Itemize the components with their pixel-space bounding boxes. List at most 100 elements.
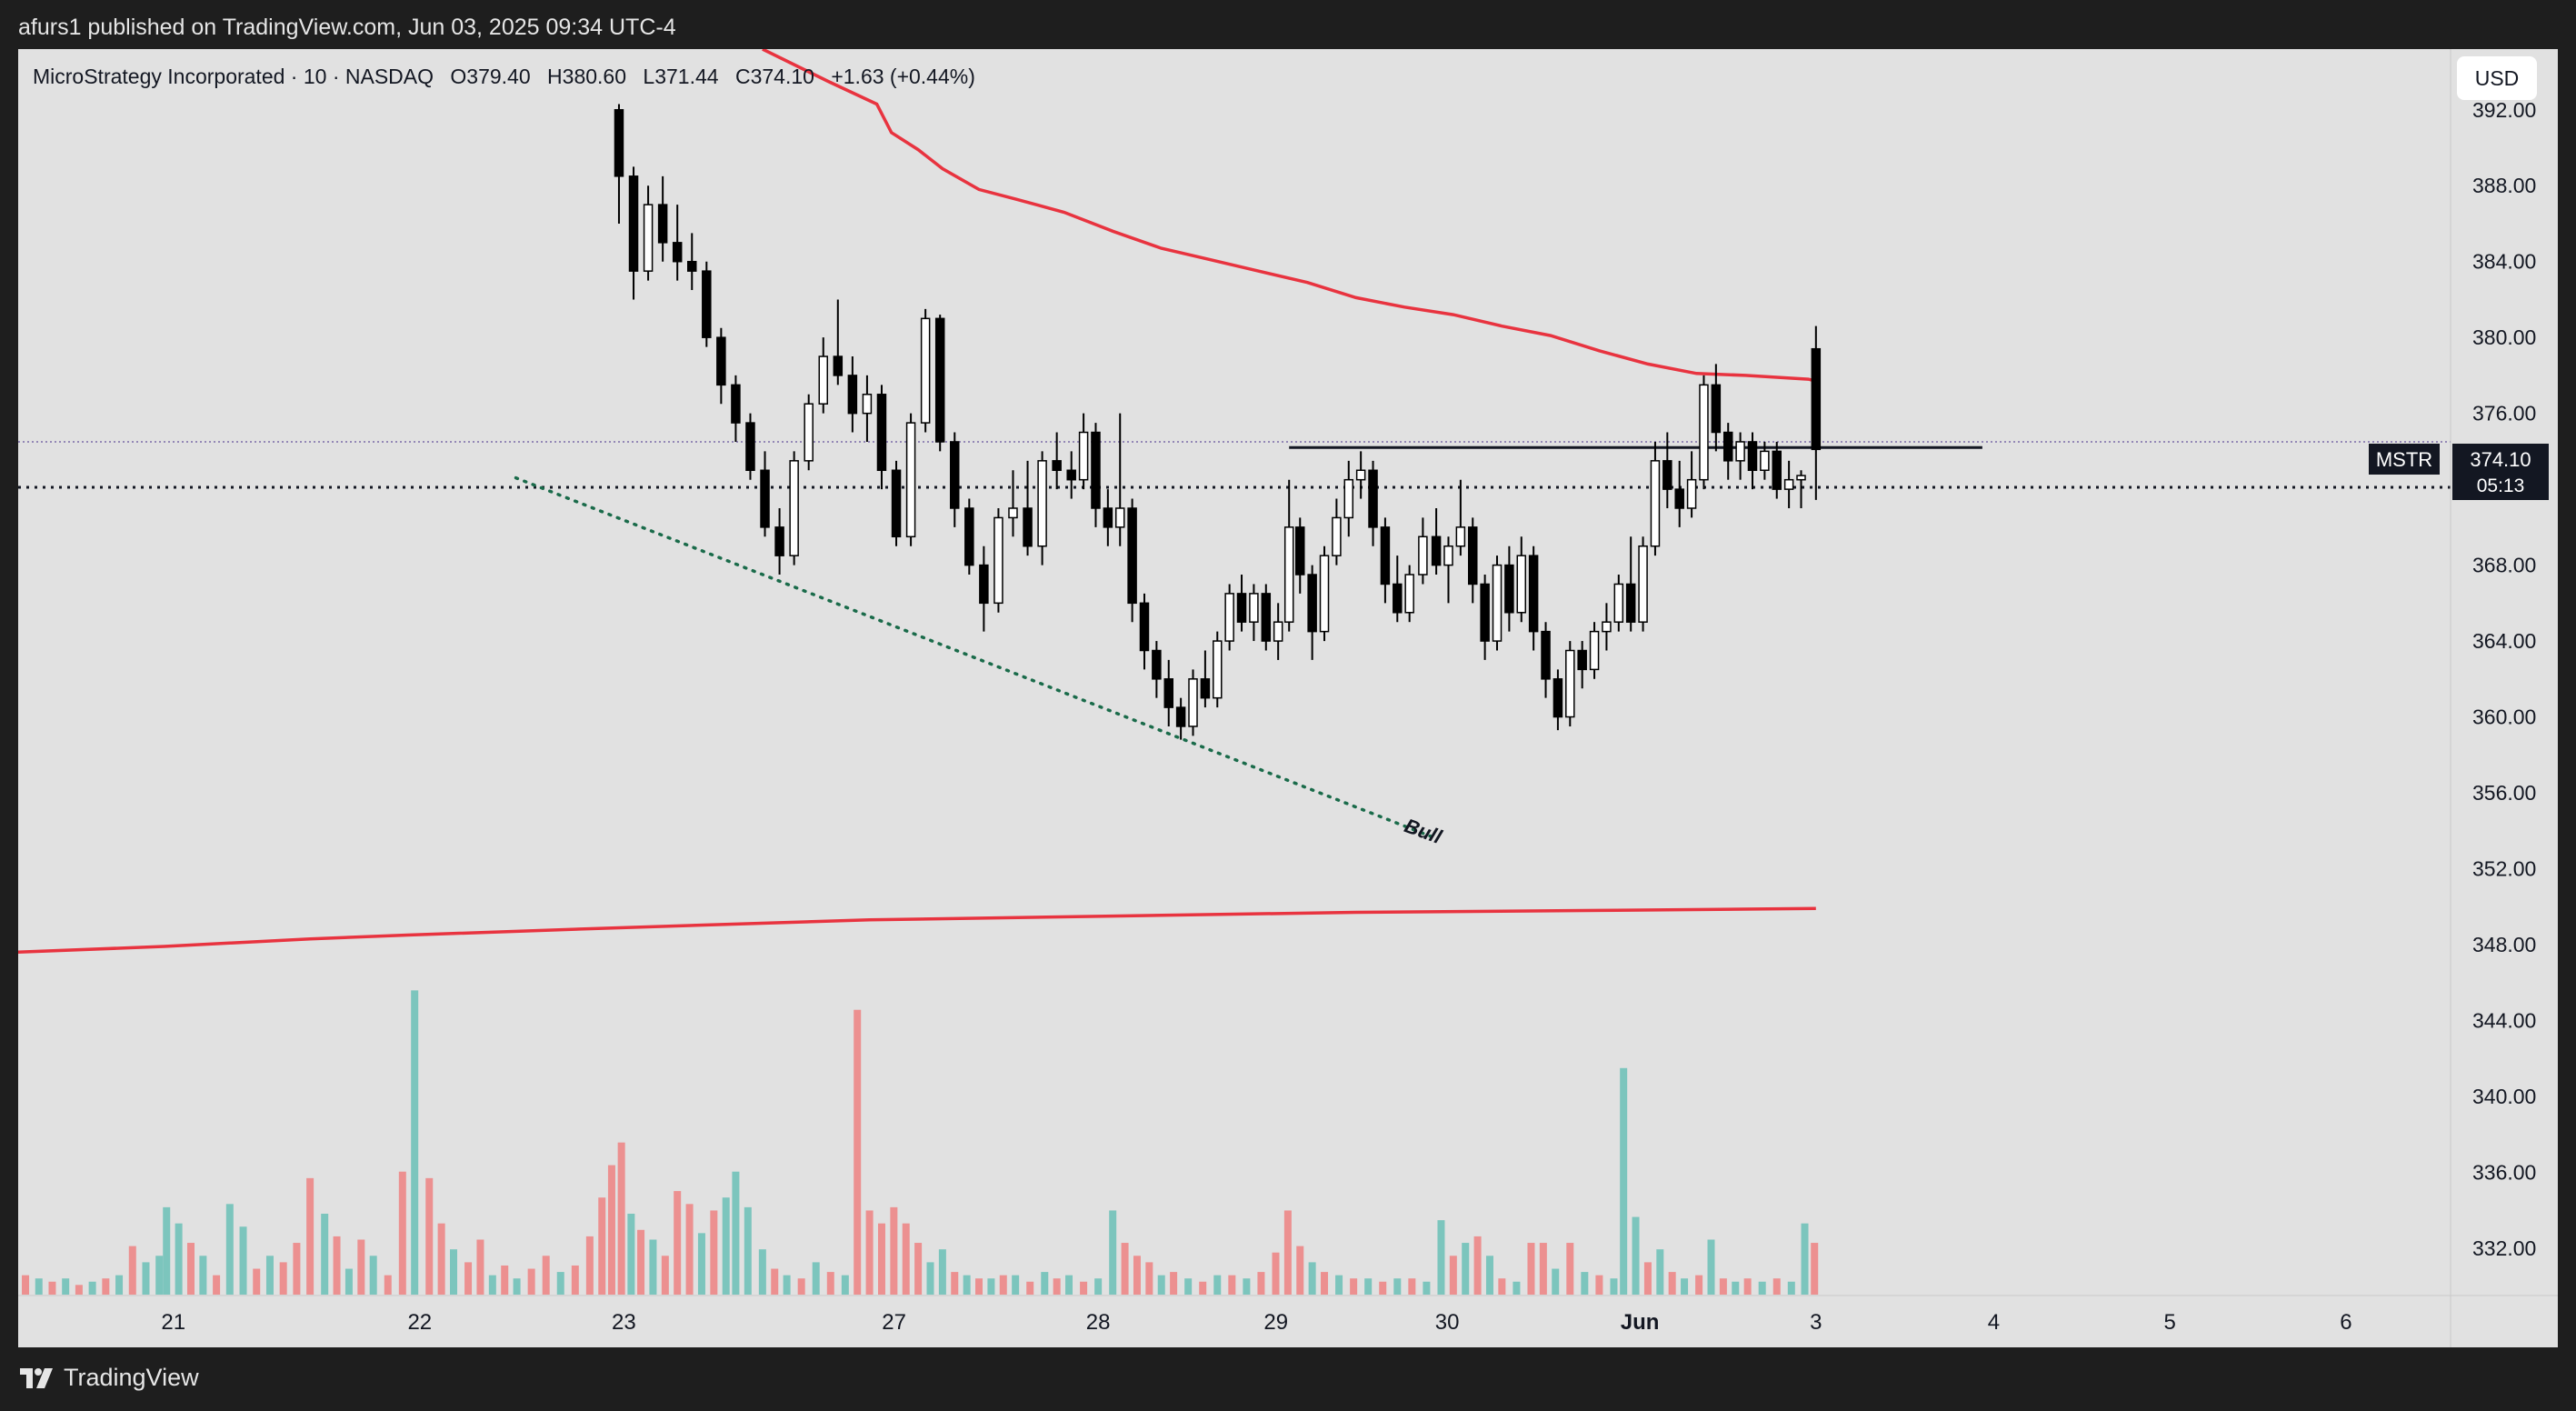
volume-series xyxy=(22,990,1819,1295)
candle-body xyxy=(1114,507,1125,528)
candle-body xyxy=(818,355,829,405)
volume-bar xyxy=(1527,1243,1535,1295)
candle-body xyxy=(1811,347,1822,451)
volume-bar xyxy=(1199,1281,1207,1295)
tradingview-logo-icon xyxy=(20,1367,53,1388)
candle-body xyxy=(1455,526,1466,547)
volume-bar xyxy=(1643,1262,1652,1295)
volume-bar xyxy=(1668,1272,1676,1295)
candle-body xyxy=(1037,460,1047,547)
time-tick-label: 22 xyxy=(407,1310,432,1335)
volume-bar xyxy=(1184,1278,1193,1295)
volume-bar xyxy=(685,1204,694,1295)
volume-bar xyxy=(333,1236,341,1295)
volume-bar xyxy=(1379,1281,1387,1295)
candle-body xyxy=(876,394,887,472)
volume-bar xyxy=(1228,1275,1236,1295)
volume-bar xyxy=(841,1275,849,1295)
volume-bar xyxy=(1145,1262,1153,1295)
volume-bar xyxy=(1133,1256,1141,1295)
volume-bar xyxy=(1473,1236,1482,1295)
close-label: C xyxy=(734,65,751,88)
volume-bar xyxy=(1335,1275,1343,1295)
price-axis: 392.00 388.00 384.00 380.00 376.00 368.00 364.… xyxy=(18,49,2558,1347)
candle-body xyxy=(657,204,668,244)
volume-bar xyxy=(213,1275,221,1295)
symbol-tag-label: MSTR xyxy=(2376,448,2432,471)
chart-area[interactable]: Bull 392.00 388.00 384.00 380.00 376.00 368.0… xyxy=(18,49,2558,1347)
volume-bar xyxy=(865,1210,874,1295)
candle-body xyxy=(1418,535,1428,575)
tradingview-logo-text: TradingView xyxy=(64,1364,199,1391)
candle-body xyxy=(1224,593,1234,642)
candle-body xyxy=(1139,602,1150,652)
candle-body xyxy=(1722,431,1733,462)
volume-bar xyxy=(854,1009,862,1295)
candle-body xyxy=(1735,441,1745,462)
volume-bar xyxy=(527,1268,535,1295)
volume-bar xyxy=(62,1278,70,1295)
candle-body xyxy=(1492,564,1503,642)
volume-bar xyxy=(48,1281,56,1295)
candle-body xyxy=(1078,431,1089,481)
candle-body xyxy=(672,242,683,263)
price-tick-label: 348.00 xyxy=(2472,933,2536,956)
tradingview-logo[interactable]: TradingView xyxy=(18,1364,199,1392)
volume-bar xyxy=(999,1275,1007,1295)
candle-body xyxy=(1261,593,1272,642)
footer-bar xyxy=(0,1347,2576,1411)
candle-body xyxy=(1504,564,1514,614)
volume-bar xyxy=(1801,1223,1809,1295)
candle-body xyxy=(1516,555,1527,614)
volume-bar xyxy=(1595,1275,1603,1295)
candle-body xyxy=(1467,526,1478,585)
volume-bar xyxy=(279,1262,287,1295)
time-axis: 21 22 23 27 28 29 30 Jun 3 4 5 6 xyxy=(161,1310,2351,1335)
high-value: 380.60 xyxy=(562,65,627,88)
symbol-legend: MicroStrategy Incorporated · 10 · NASDAQ… xyxy=(33,65,975,89)
volume-bar xyxy=(1743,1278,1752,1295)
candle-body xyxy=(628,175,639,272)
candle-body xyxy=(1052,460,1062,472)
price-tag-bg xyxy=(2452,444,2549,500)
candle-body xyxy=(891,469,902,538)
candle-body xyxy=(920,317,931,424)
candle-body xyxy=(1343,478,1354,519)
volume-bar xyxy=(627,1214,635,1295)
volume-bar xyxy=(88,1281,96,1295)
volume-bar xyxy=(637,1229,645,1295)
candle-body xyxy=(1188,678,1198,727)
volume-bar xyxy=(384,1275,392,1295)
volume-bar xyxy=(722,1197,730,1295)
open-label: O xyxy=(450,65,467,88)
price-chart[interactable]: Bull 392.00 388.00 384.00 380.00 376.00 368.0… xyxy=(18,49,2558,1347)
volume-bar xyxy=(163,1206,171,1295)
volume-bar xyxy=(437,1223,445,1295)
published-info: afurs1 published on TradingView.com, Jun… xyxy=(18,15,676,40)
volume-bar xyxy=(425,1177,434,1295)
price-tick-label: 364.00 xyxy=(2472,629,2536,653)
volume-bar xyxy=(1121,1243,1129,1295)
candle-body xyxy=(1103,507,1113,528)
volume-bar xyxy=(464,1262,473,1295)
candle-body xyxy=(702,270,712,338)
volume-bar xyxy=(1272,1252,1280,1295)
price-tick-label: 376.00 xyxy=(2472,402,2536,425)
candle-body xyxy=(716,336,726,386)
currency-button[interactable]: USD xyxy=(2457,56,2537,100)
volume-bar xyxy=(1243,1278,1251,1295)
price-tick-label: 360.00 xyxy=(2472,706,2536,729)
price-tick-label: 336.00 xyxy=(2472,1160,2536,1184)
volume-bar xyxy=(1321,1272,1329,1295)
bull-trendline xyxy=(514,475,1438,840)
volume-bar xyxy=(293,1243,301,1295)
candle-body xyxy=(1613,583,1624,623)
price-tag-countdown: 05:13 xyxy=(2477,475,2525,496)
candle-body xyxy=(1699,384,1709,481)
candle-body xyxy=(833,355,844,376)
volume-bar xyxy=(1283,1210,1292,1295)
volume-bar xyxy=(306,1177,315,1295)
volume-bar xyxy=(1080,1281,1088,1295)
volume-bar xyxy=(1041,1272,1049,1295)
price-tick-label: 380.00 xyxy=(2472,325,2536,349)
